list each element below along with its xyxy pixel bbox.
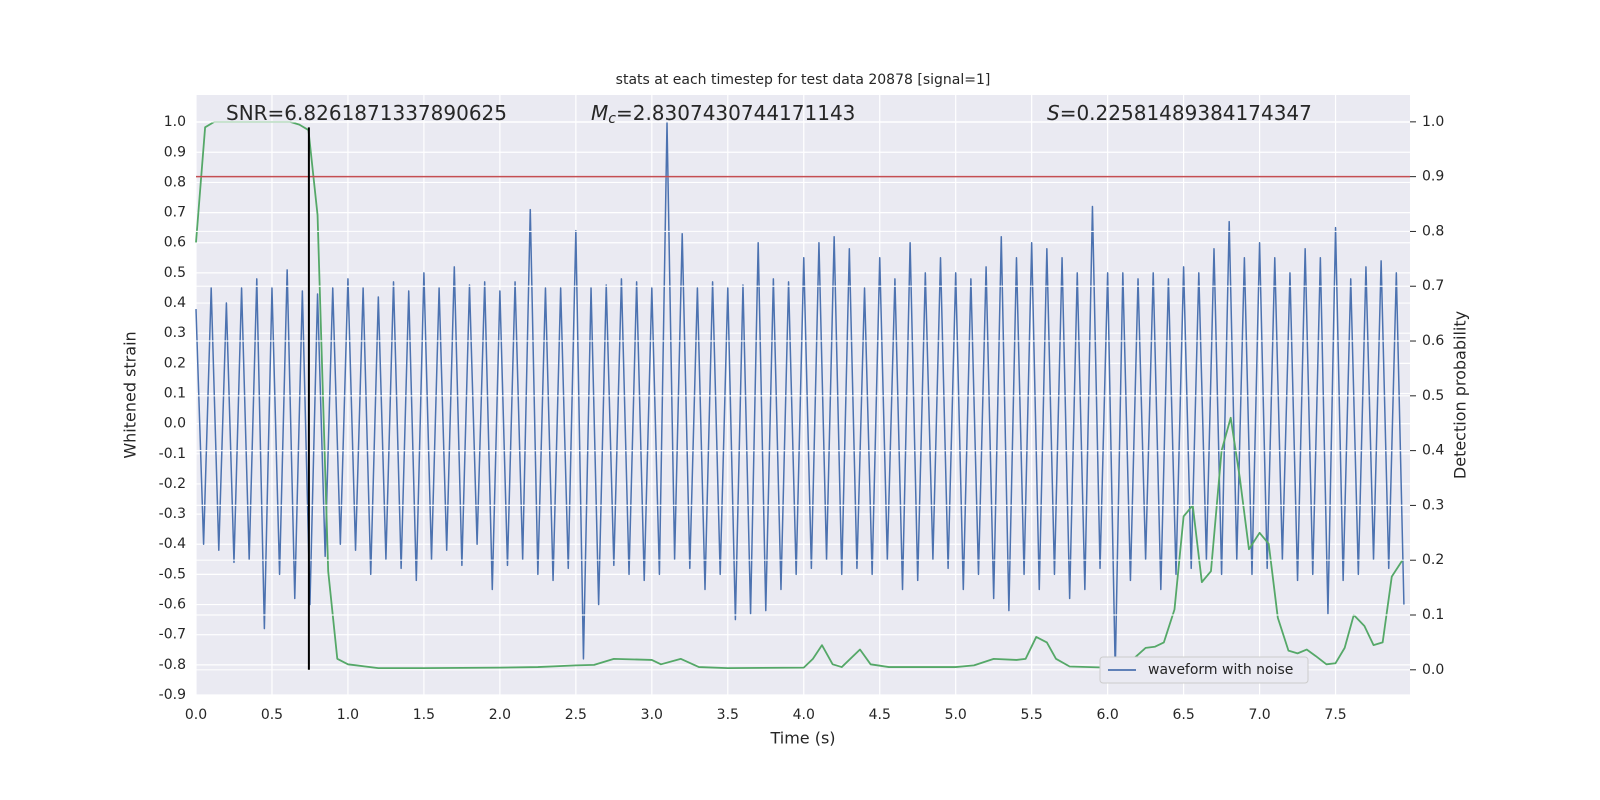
y-tick-label: -0.4 [159,536,186,552]
x-tick-label: 2.0 [489,707,511,723]
y-tick-label: 1.0 [164,114,186,130]
y2-tick-label: 0.0 [1422,662,1444,678]
y2-tick-label: 0.1 [1422,607,1444,623]
legend-label: waveform with noise [1148,662,1293,678]
y-tick-label: 0.3 [164,325,186,341]
annotation: Mc=2.8307430744171143 [591,101,855,128]
y2-tick-label: 0.3 [1422,497,1444,513]
x-tick-label: 2.5 [565,707,587,723]
annotation: S=0.22581489384174347 [1047,101,1312,125]
y-tick-label: 0.7 [164,205,186,221]
legend-box [1099,656,1309,684]
x-tick-label: 1.5 [413,707,435,723]
y2-tick-label: 0.4 [1422,443,1444,459]
y2-axis-label: Detection probability [1451,311,1470,479]
y-tick-label: 0.9 [164,144,186,160]
y-tick-label: -0.7 [159,627,186,643]
y2-tick-label: 0.7 [1422,278,1444,294]
annotation: SNR=6.8261871337890625 [226,101,507,125]
y2-tick-label: 0.9 [1422,169,1444,185]
annotation-subscript: c [608,111,616,127]
annotation-symbol: M [591,101,608,125]
y2-tick-label: 1.0 [1422,114,1444,130]
y-tick-label: -0.6 [159,597,186,613]
chart-title: stats at each timestep for test data 208… [616,72,991,88]
y2-tick-label: 0.6 [1422,333,1444,349]
y-axis-label: Whitened strain [121,331,140,458]
y-tick-label: -0.1 [159,446,186,462]
y-tick-label: 0.0 [164,416,186,432]
y-tick-label: -0.5 [159,566,186,582]
x-tick-label: 3.0 [641,707,663,723]
y-tick-label: -0.9 [159,687,186,703]
x-tick-label: 4.5 [869,707,891,723]
y2-tick-label: 0.8 [1422,223,1444,239]
y-tick-label: 0.8 [164,174,186,190]
x-tick-label: 0.0 [185,707,207,723]
x-tick-label: 4.0 [793,707,815,723]
y-tick-label: 0.4 [164,295,186,311]
annotation-text: SNR=6.8261871337890625 [226,101,507,125]
y-tick-label: 0.2 [164,355,186,371]
annotation-symbol: S [1047,101,1060,125]
x-tick-label: 0.5 [261,707,283,723]
x-tick-label: 7.5 [1324,707,1346,723]
y-tick-label: -0.8 [159,657,186,673]
annotation-text: =2.8307430744171143 [616,101,855,125]
x-tick-label: 6.0 [1097,707,1119,723]
x-axis-label: Time (s) [769,729,835,748]
y-tick-label: 0.1 [164,385,186,401]
y-tick-label: 0.6 [164,235,186,251]
x-tick-label: 6.5 [1172,707,1194,723]
y2-tick-label: 0.2 [1422,552,1444,568]
x-tick-label: 1.0 [337,707,359,723]
x-tick-label: 5.5 [1021,707,1043,723]
y2-tick-label: 0.5 [1422,388,1444,404]
y-tick-label: -0.3 [159,506,186,522]
y-tick-label: 0.5 [164,265,186,281]
series-line [195,120,1404,670]
series-line [195,121,1405,672]
y-tick-label: -0.2 [159,476,186,492]
x-tick-label: 3.5 [717,707,739,723]
x-tick-label: 5.0 [945,707,967,723]
x-tick-label: 7.0 [1248,707,1270,723]
plot-background [196,95,1410,695]
annotation-text: =0.22581489384174347 [1060,101,1312,125]
